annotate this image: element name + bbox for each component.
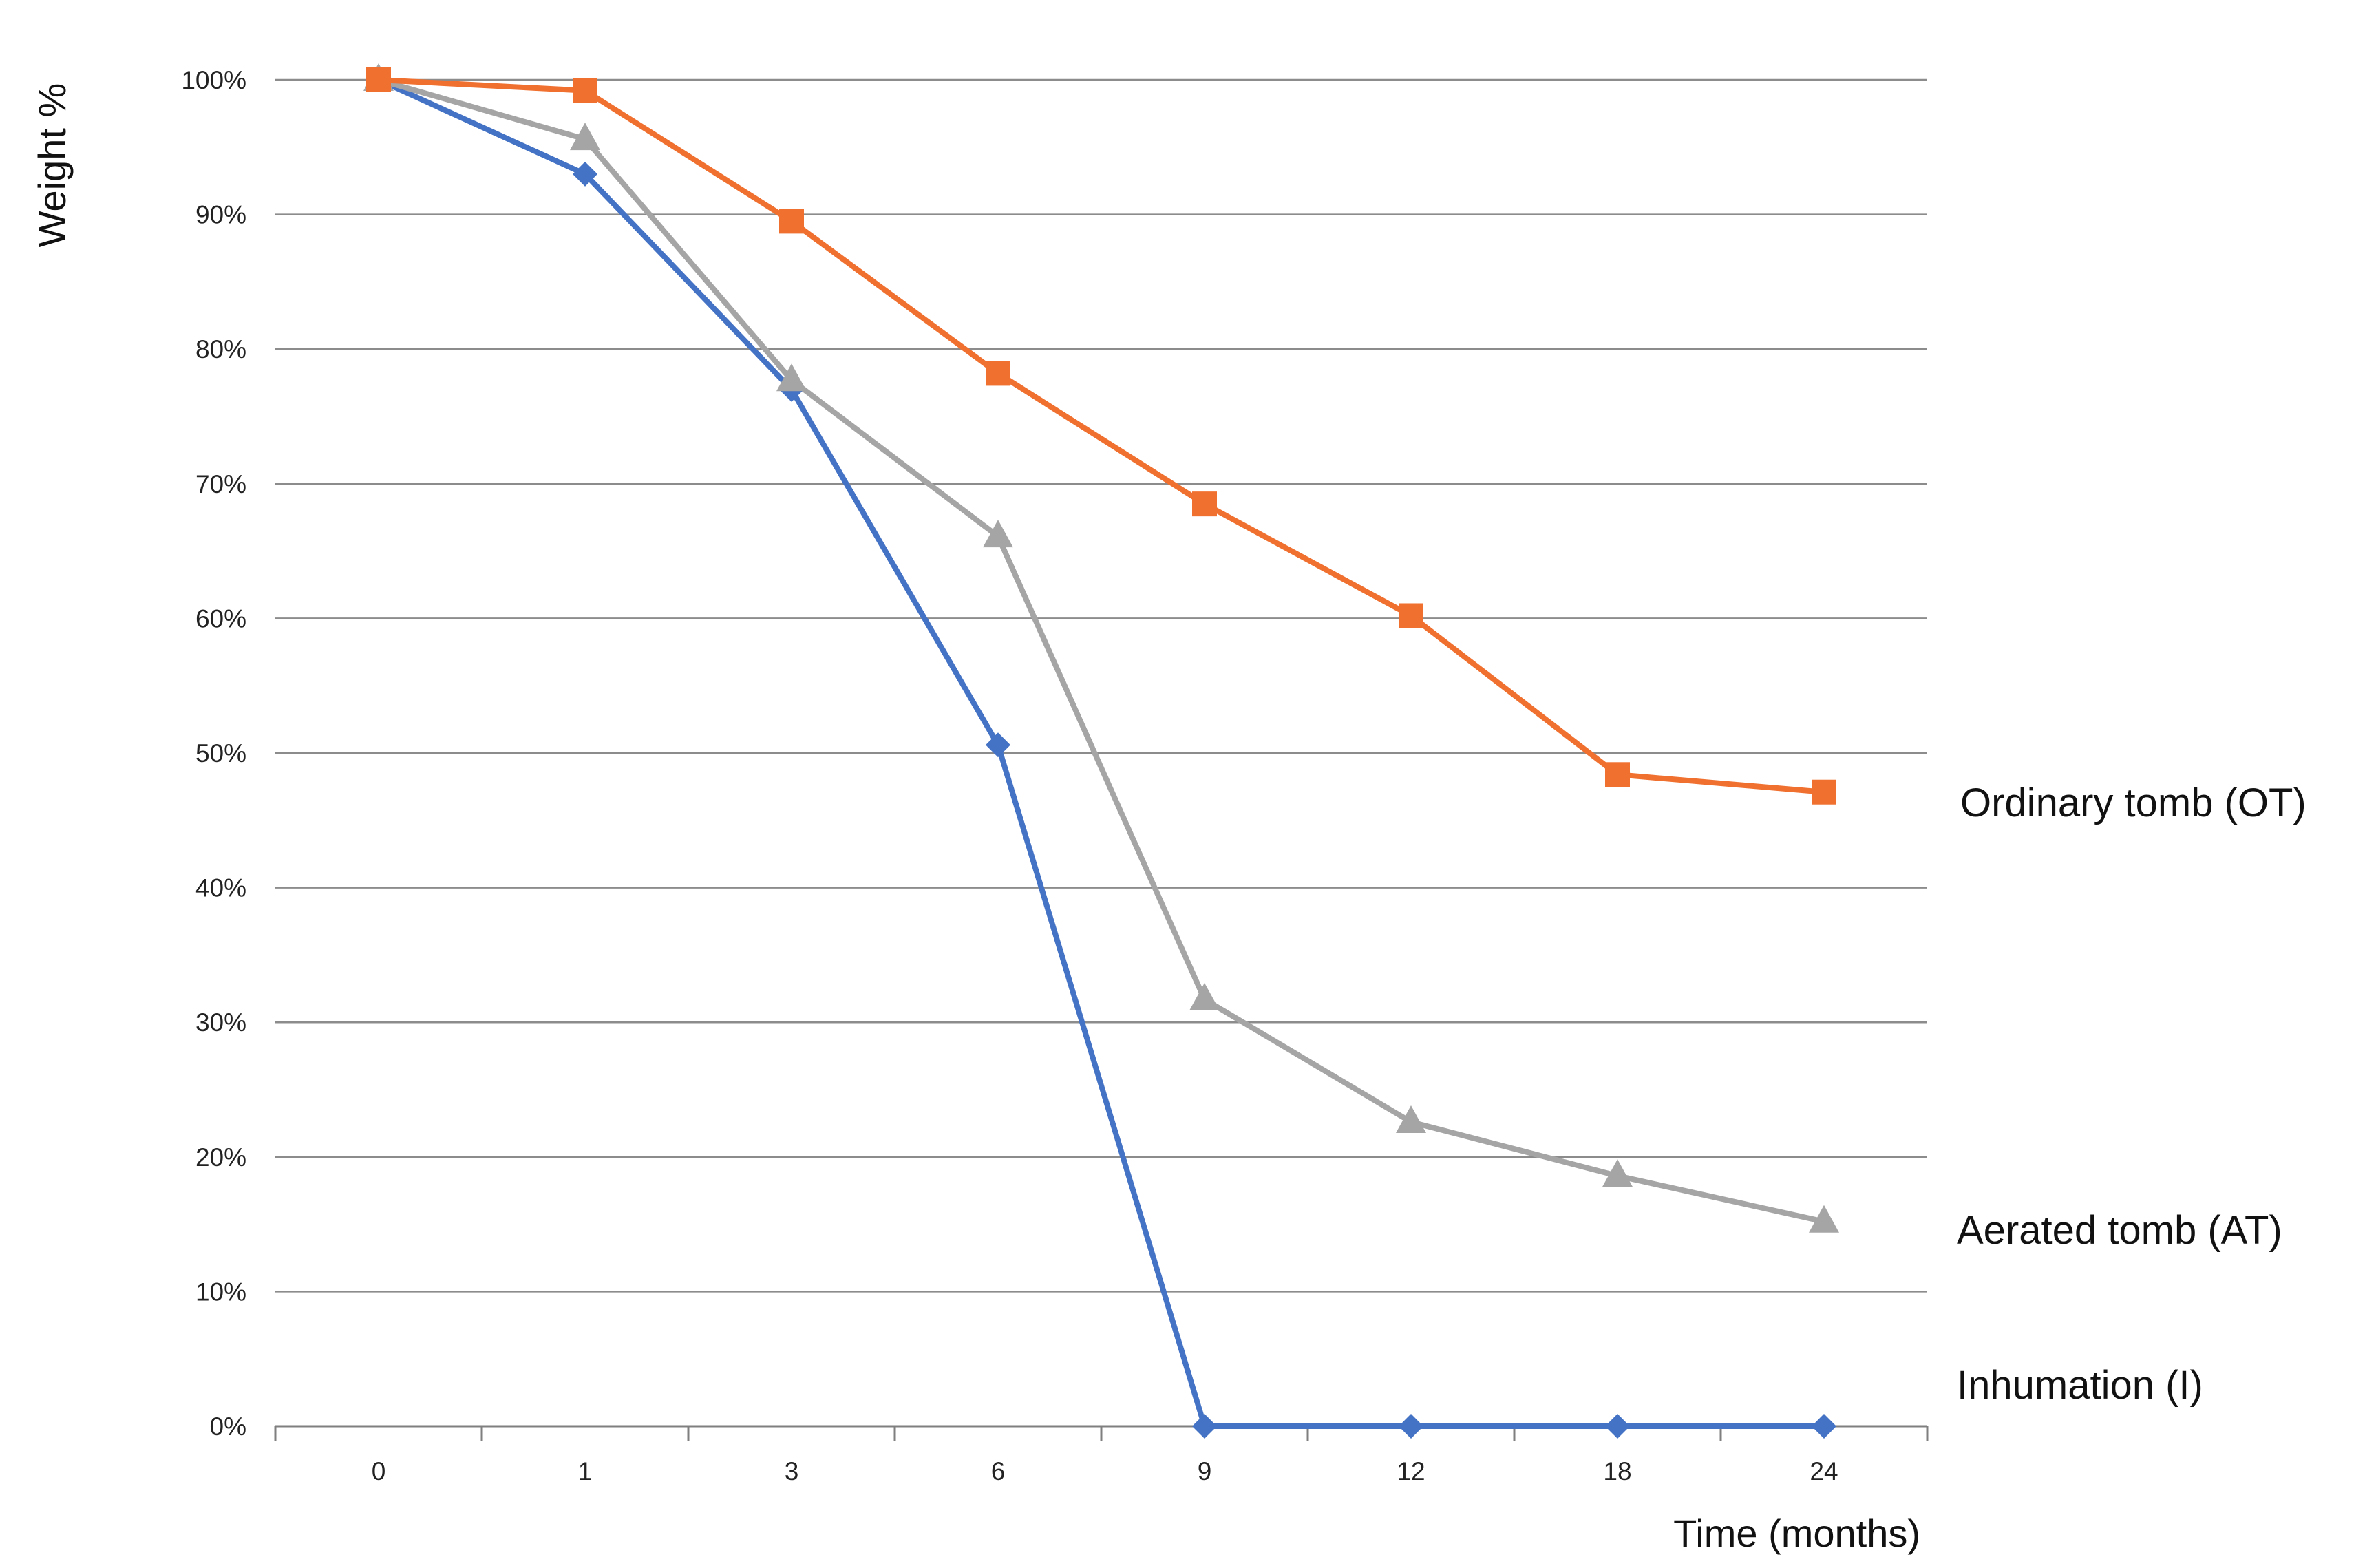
y-tick-label: 30% <box>195 1008 246 1037</box>
y-tick-label: 90% <box>195 201 246 229</box>
x-tick-label: 1 <box>578 1457 593 1485</box>
data-point <box>573 78 597 103</box>
data-point <box>1189 982 1220 1010</box>
y-axis-title: Weight % <box>30 83 74 248</box>
data-point <box>986 361 1010 386</box>
x-axis-title: Time (months) <box>1673 1512 1920 1555</box>
series-lines <box>376 77 1827 1429</box>
data-point <box>1602 1159 1633 1187</box>
y-tick-label: 10% <box>195 1278 246 1306</box>
data-point <box>1812 1414 1836 1439</box>
data-point <box>986 732 1010 758</box>
y-tick-labels: 0% 10% 20% 30% 40% 50% 60% 70% 80% 90% 100% <box>181 66 246 1441</box>
x-tick-label: 6 <box>991 1457 1006 1485</box>
x-tick-label: 12 <box>1397 1457 1425 1485</box>
data-point <box>570 123 600 151</box>
series-line <box>376 77 1827 1225</box>
data-point <box>1399 603 1423 628</box>
x-tick-label: 18 <box>1603 1457 1631 1485</box>
y-tick-label: 0% <box>210 1412 246 1441</box>
data-point <box>1396 1105 1426 1133</box>
gridlines <box>275 78 1927 1428</box>
y-tick-label: 50% <box>195 739 246 767</box>
series-labels: Ordinary tomb (OT) Aerated tomb (AT) Inh… <box>1957 781 2306 1408</box>
data-point <box>1192 491 1217 517</box>
x-tick-label: 24 <box>1810 1457 1838 1485</box>
y-tick-label: 40% <box>195 874 246 902</box>
x-tick-labels: 0 1 3 6 9 12 18 24 <box>372 1457 1838 1485</box>
x-tick-label: 0 <box>372 1457 386 1485</box>
y-tick-label: 100% <box>181 66 246 94</box>
series-markers <box>363 63 1839 1439</box>
data-point <box>1809 1205 1839 1233</box>
data-point <box>779 209 804 234</box>
data-point <box>1399 1414 1423 1439</box>
y-tick-label: 60% <box>195 604 246 633</box>
series-line <box>376 77 1827 1429</box>
series-label-inhumation: Inhumation (I) <box>1957 1363 2203 1408</box>
data-point <box>983 520 1013 548</box>
data-point <box>1605 1414 1630 1439</box>
series-line <box>376 77 1827 795</box>
data-point <box>573 161 597 187</box>
data-point <box>776 363 807 392</box>
data-point <box>1192 1414 1217 1439</box>
data-point <box>1812 779 1836 805</box>
data-point <box>366 67 391 92</box>
y-tick-label: 70% <box>195 470 246 498</box>
series-label-aerated-tomb: Aerated tomb (AT) <box>1957 1208 2282 1253</box>
series-label-ordinary-tomb: Ordinary tomb (OT) <box>1960 781 2306 825</box>
y-tick-label: 20% <box>195 1143 246 1172</box>
x-tick-label: 3 <box>785 1457 799 1485</box>
data-point <box>1605 762 1630 787</box>
x-tick-label: 9 <box>1198 1457 1212 1485</box>
y-tick-label: 80% <box>195 335 246 363</box>
